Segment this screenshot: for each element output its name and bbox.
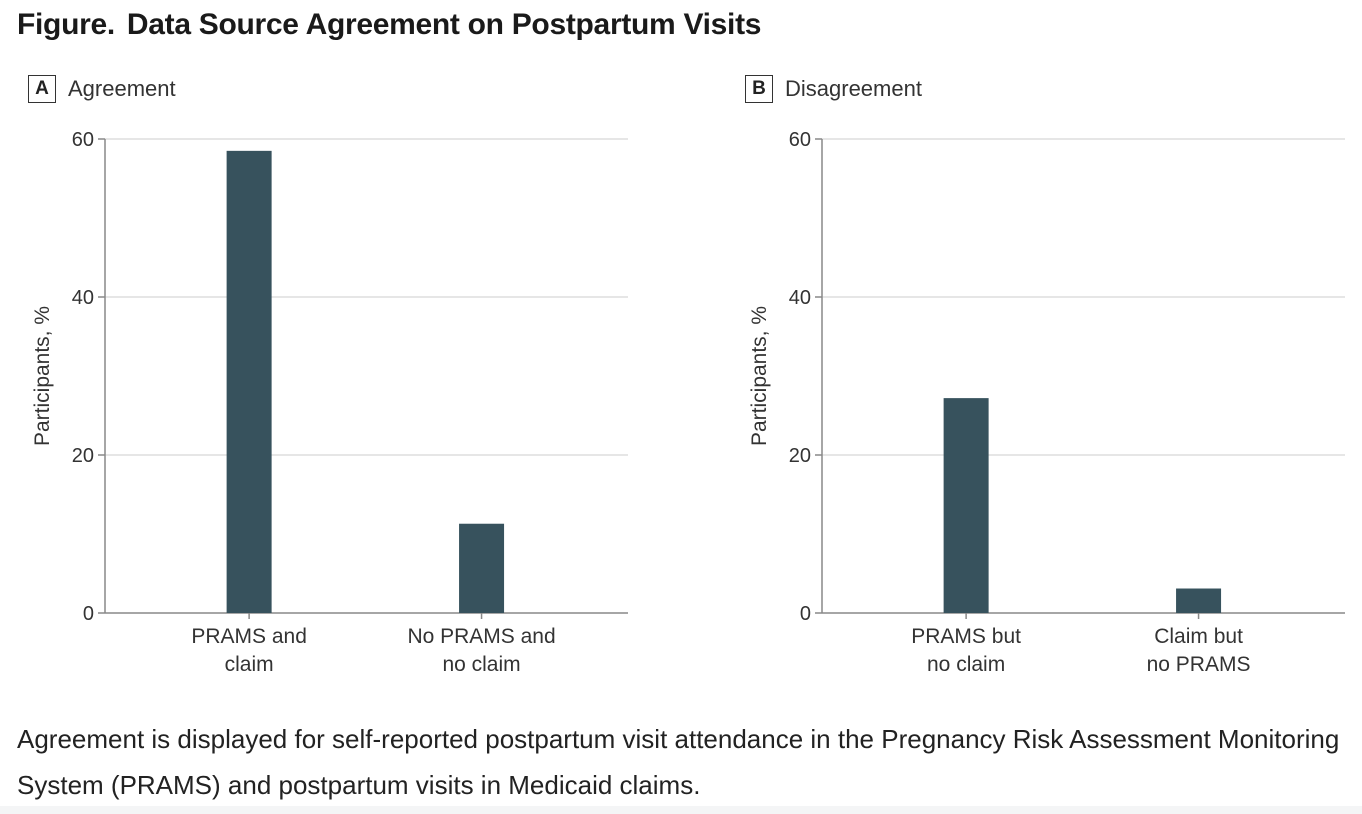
panel-b-title: Disagreement (785, 76, 922, 101)
agreement-y-tick-label: 40 (72, 287, 94, 309)
figure-caption: Agreement is displayed for self-reported… (17, 724, 1340, 800)
agreement-y-axis-label: Participants, % (31, 306, 54, 446)
disagreement-bar-2 (1176, 588, 1222, 613)
disagreement-x-tick-label: no claim (927, 653, 1005, 676)
disagreement-x-tick-label: PRAMS but (911, 625, 1021, 648)
agreement-y-tick-label: 60 (72, 129, 94, 151)
disagreement-bar-1 (943, 398, 989, 613)
agreement-bar-1 (226, 150, 272, 613)
agreement-x-tick-label: PRAMS and (191, 625, 307, 648)
figure-title: Figure. Data Source Agreement on Postpart… (17, 8, 761, 42)
panel-b-letter: B (745, 75, 773, 103)
agreement-x-tick-label: No PRAMS and (407, 625, 555, 648)
figure-label: Figure. (17, 8, 115, 41)
panel-a-title: Agreement (68, 76, 176, 101)
disagreement-y-axis-label: Participants, % (748, 306, 771, 446)
disagreement-y-tick-label: 60 (789, 129, 811, 151)
agreement-y-tick-label: 0 (83, 603, 94, 625)
bottom-divider (0, 806, 1362, 814)
disagreement-y-tick-label: 0 (800, 603, 811, 625)
agreement-x-tick-label: claim (225, 653, 274, 676)
disagreement-y-tick-label: 20 (789, 445, 811, 467)
panel-a-header: A Agreement (28, 75, 176, 103)
agreement-bar-2 (459, 523, 505, 613)
figure-title-text: Data Source Agreement on Postpartum Visi… (126, 8, 762, 41)
panel-a: A Agreement 0 20 40 60 Participants, % PRAMS … (0, 60, 660, 700)
agreement-y-tick-label: 20 (72, 445, 94, 467)
agreement-x-tick-label: no claim (442, 653, 520, 676)
panel-a-letter: A (28, 75, 56, 103)
disagreement-x-tick-label: no PRAMS (1147, 653, 1251, 676)
disagreement-y-tick-label: 40 (789, 287, 811, 309)
panel-b: B Disagreement 0 20 40 60 Participants, % PRA… (717, 60, 1362, 700)
disagreement-x-tick-label: Claim but (1154, 625, 1243, 648)
panel-b-header: B Disagreement (745, 75, 922, 103)
agreement-bar-chart: 0 20 40 60 Participants, % PRAMS and claim No P… (31, 129, 628, 676)
disagreement-bar-chart: 0 20 40 60 Participants, % PRAMS but no claim C… (748, 129, 1345, 676)
